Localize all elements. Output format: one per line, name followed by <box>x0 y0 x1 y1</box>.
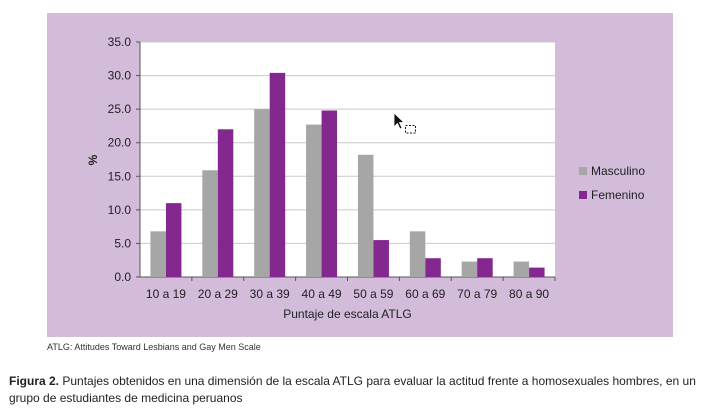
bar-femenino <box>321 110 338 277</box>
bar-masculino <box>306 124 322 277</box>
bar-masculino <box>409 231 426 277</box>
y-tick-label: 10.0 <box>108 203 132 217</box>
x-tick-label: 60 a 69 <box>405 287 445 301</box>
y-axis-title: % <box>86 154 100 165</box>
x-tick-label: 50 a 59 <box>353 287 393 301</box>
bar-masculino <box>254 109 270 278</box>
y-tick-label: 0.0 <box>114 270 131 284</box>
y-tick-label: 15.0 <box>108 169 132 183</box>
x-tick-label: 70 a 79 <box>457 287 497 301</box>
legend-label-femenino: Femenino <box>591 188 645 202</box>
x-axis-title: Puntaje de escala ATLG <box>283 307 412 321</box>
legend-swatch-femenino <box>579 191 587 199</box>
bar-femenino <box>269 72 286 277</box>
bar-femenino <box>425 258 441 277</box>
bar-femenino <box>529 267 545 277</box>
x-tick-label: 30 a 39 <box>250 287 290 301</box>
chart-note: ATLG: Attitudes Toward Lesbians and Gay … <box>47 342 261 352</box>
bar-femenino <box>217 129 234 277</box>
bar-femenino <box>165 203 182 277</box>
bar-femenino <box>373 240 389 277</box>
bar-masculino <box>461 261 478 277</box>
legend-label-masculino: Masculino <box>591 164 645 178</box>
y-tick-label: 35.0 <box>108 35 132 49</box>
x-tick-label: 10 a 19 <box>146 287 186 301</box>
y-tick-label: 20.0 <box>108 136 132 150</box>
bar-masculino <box>150 231 166 277</box>
bar-masculino <box>202 170 218 277</box>
x-tick-label: 40 a 49 <box>302 287 342 301</box>
x-tick-label: 20 a 29 <box>198 287 238 301</box>
bar-femenino <box>477 258 493 277</box>
y-tick-label: 5.0 <box>114 236 131 250</box>
figure-caption: Figura 2. Puntajes obtenidos en una dime… <box>9 373 714 407</box>
legend-swatch-masculino <box>579 167 587 175</box>
y-tick-label: 25.0 <box>108 102 132 116</box>
x-tick-label: 80 a 90 <box>509 287 549 301</box>
y-tick-label: 30.0 <box>108 69 132 83</box>
caption-text: Puntajes obtenidos en una dimensión de l… <box>9 374 696 405</box>
mouse-pointer-icon <box>393 112 416 134</box>
caption-label: Figura 2. <box>9 374 60 388</box>
bar-masculino <box>513 261 530 277</box>
bar-masculino <box>357 154 374 277</box>
